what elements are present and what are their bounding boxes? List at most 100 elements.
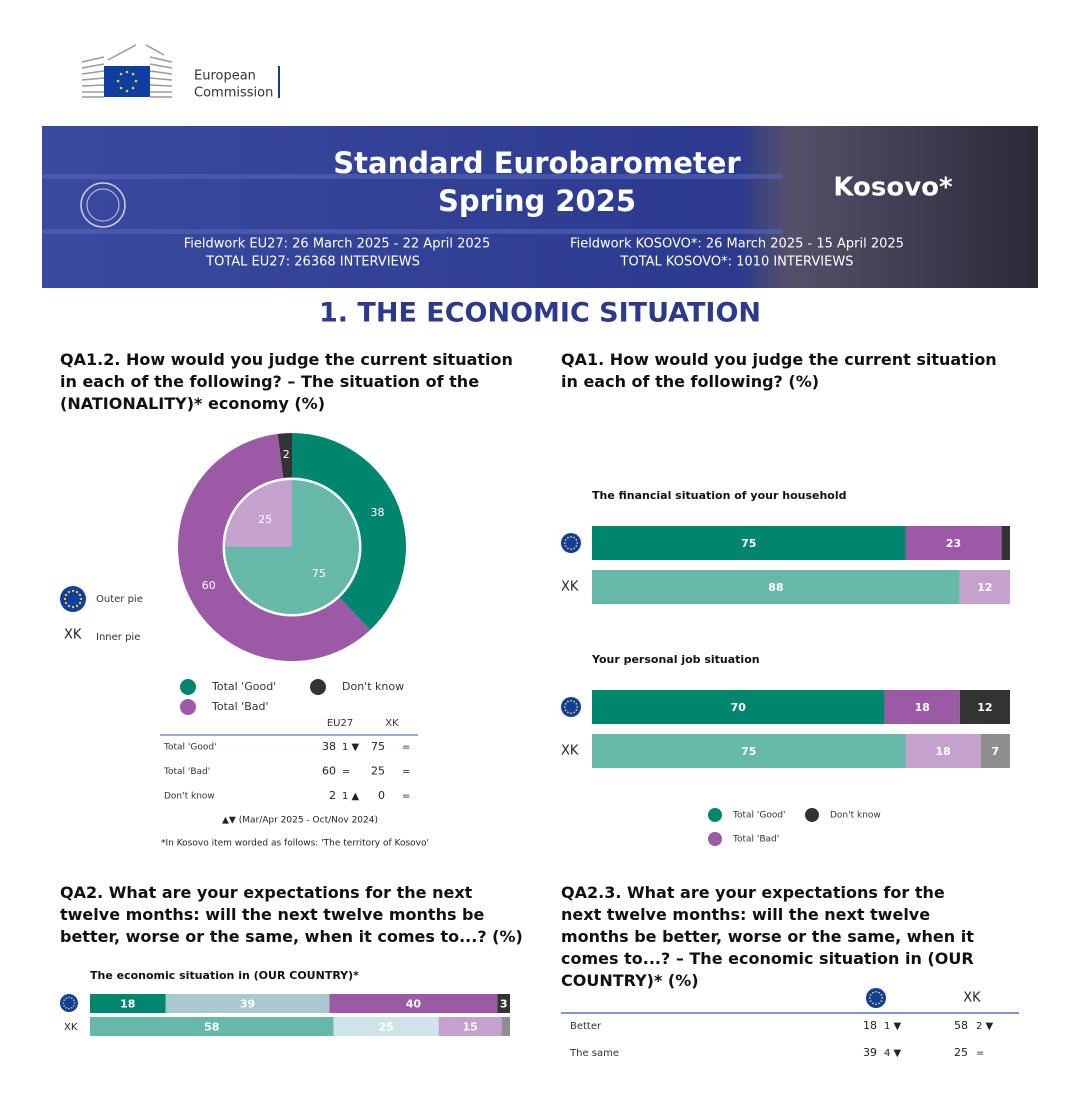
note: *In Kosovo item worded as follows: 'The … xyxy=(161,839,429,849)
eu-flag-star xyxy=(63,597,67,601)
cell: 25 xyxy=(954,1046,968,1059)
legend-label: Inner pie xyxy=(96,632,140,643)
pie-ring xyxy=(222,477,362,617)
eu-flag-star xyxy=(62,1002,65,1004)
bar-segment xyxy=(980,734,1010,768)
bar-segment xyxy=(1001,526,1010,560)
cell: 1 ▲ xyxy=(342,791,360,802)
banner-total: TOTAL EU27: 26368 INTERVIEWS xyxy=(205,255,420,270)
bar-segment xyxy=(884,690,960,724)
legend-label: Total 'Good' xyxy=(211,680,276,693)
banner-total: TOTAL KOSOVO*: 1010 INTERVIEWS xyxy=(620,255,854,270)
eu-flag-star xyxy=(567,536,569,539)
eu-flag-star xyxy=(575,545,578,547)
eu-flag-star xyxy=(65,997,68,999)
bar-label: 40 xyxy=(406,998,422,1011)
bar-label: 39 xyxy=(240,998,255,1011)
eu-flag-star xyxy=(875,990,877,993)
bar-segment xyxy=(438,1017,502,1036)
cell: = xyxy=(402,791,410,802)
row-label: The same xyxy=(569,1048,619,1059)
pie-slice xyxy=(225,480,292,547)
cell: = xyxy=(402,742,410,753)
legend-label: Total 'Bad' xyxy=(732,835,779,845)
row-label: Better xyxy=(570,1021,602,1032)
eu-flag-star xyxy=(570,535,572,538)
eu-flag xyxy=(60,586,86,612)
bar-label: 88 xyxy=(768,581,783,594)
cell: 60 xyxy=(322,765,336,778)
eu-flag-star xyxy=(880,994,883,996)
table-header: EU27 xyxy=(327,718,353,729)
bar-label: 58 xyxy=(204,1021,219,1034)
eu-flag-star xyxy=(564,709,567,711)
cell: 0 xyxy=(378,789,385,802)
cell: 4 ▼ xyxy=(884,1048,902,1059)
eu-flag-star xyxy=(78,593,82,597)
logo-text: European xyxy=(194,69,256,84)
eu-flag-star xyxy=(576,542,579,544)
cell: 1 ▼ xyxy=(342,742,360,753)
eu-flag-star xyxy=(75,590,79,594)
cell: 58 xyxy=(954,1019,968,1032)
bar-segment xyxy=(592,734,906,768)
cell: = xyxy=(342,767,350,778)
eu-flag xyxy=(561,697,581,717)
eu-flag-star xyxy=(567,711,569,714)
bar-segment xyxy=(501,1017,510,1036)
row-label: XK xyxy=(561,744,579,759)
legend-label: Don't know xyxy=(830,811,881,821)
row-label: XK xyxy=(561,580,579,595)
item-title: The economic situation in (OUR COUNTRY)* xyxy=(90,969,359,982)
row-label: Total 'Good' xyxy=(163,743,217,753)
eu-flag-star xyxy=(573,700,575,703)
eu-flag-star xyxy=(64,593,68,597)
eu-flag-star xyxy=(564,703,567,705)
eu-flag-star xyxy=(570,712,572,715)
eu-flag-star xyxy=(68,1007,70,1010)
legend-dot xyxy=(708,808,722,822)
pie-label: 60 xyxy=(202,579,216,592)
eu-flag xyxy=(561,533,581,553)
eu-flag-star xyxy=(868,997,871,999)
logo-text: Commission xyxy=(194,86,273,101)
legend-dot xyxy=(180,699,196,715)
bar-segment xyxy=(592,570,960,604)
eu-flag-star xyxy=(880,1000,883,1002)
eu-flag-star xyxy=(71,589,75,593)
bar-label: 18 xyxy=(120,998,135,1011)
banner-fieldwork: Fieldwork KOSOVO*: 26 March 2025 - 15 Ap… xyxy=(570,237,904,252)
eu-flag-star xyxy=(63,1004,65,1007)
legend-dot xyxy=(708,832,722,846)
eu-flag-star xyxy=(881,997,884,999)
bar-segment xyxy=(90,1017,334,1036)
bar-segment xyxy=(905,734,981,768)
question: QA1. How would you judge the current sit… xyxy=(561,350,997,391)
table-header: XK xyxy=(385,718,399,729)
bar-label: 12 xyxy=(977,701,992,714)
bar-label: 75 xyxy=(741,537,756,550)
cell: 2 ▼ xyxy=(976,1021,994,1032)
bar-label: 12 xyxy=(977,581,992,594)
legend-dot xyxy=(310,679,326,695)
question: QA2. What are your expectations for the … xyxy=(60,883,523,946)
eu-flag-star xyxy=(70,997,73,999)
eu-flag-star xyxy=(67,604,71,608)
bar-label: 23 xyxy=(946,537,961,550)
question: QA2.3. What are your expectations for th… xyxy=(561,883,974,990)
eu-flag-star xyxy=(575,709,578,711)
section-title: 1. THE ECONOMIC SITUATION xyxy=(319,298,761,329)
bar-segment xyxy=(90,994,166,1013)
eu-flag xyxy=(866,988,886,1008)
legend-dot xyxy=(805,808,819,822)
row-label: XK xyxy=(64,1022,78,1033)
cell: = xyxy=(402,767,410,778)
eu-flag-star xyxy=(570,699,572,702)
bar-segment xyxy=(333,1017,439,1036)
eu-flag-star xyxy=(573,711,575,714)
eu-flag-star xyxy=(71,605,75,609)
eu-flag-star xyxy=(73,1004,75,1007)
cell: 75 xyxy=(371,740,385,753)
